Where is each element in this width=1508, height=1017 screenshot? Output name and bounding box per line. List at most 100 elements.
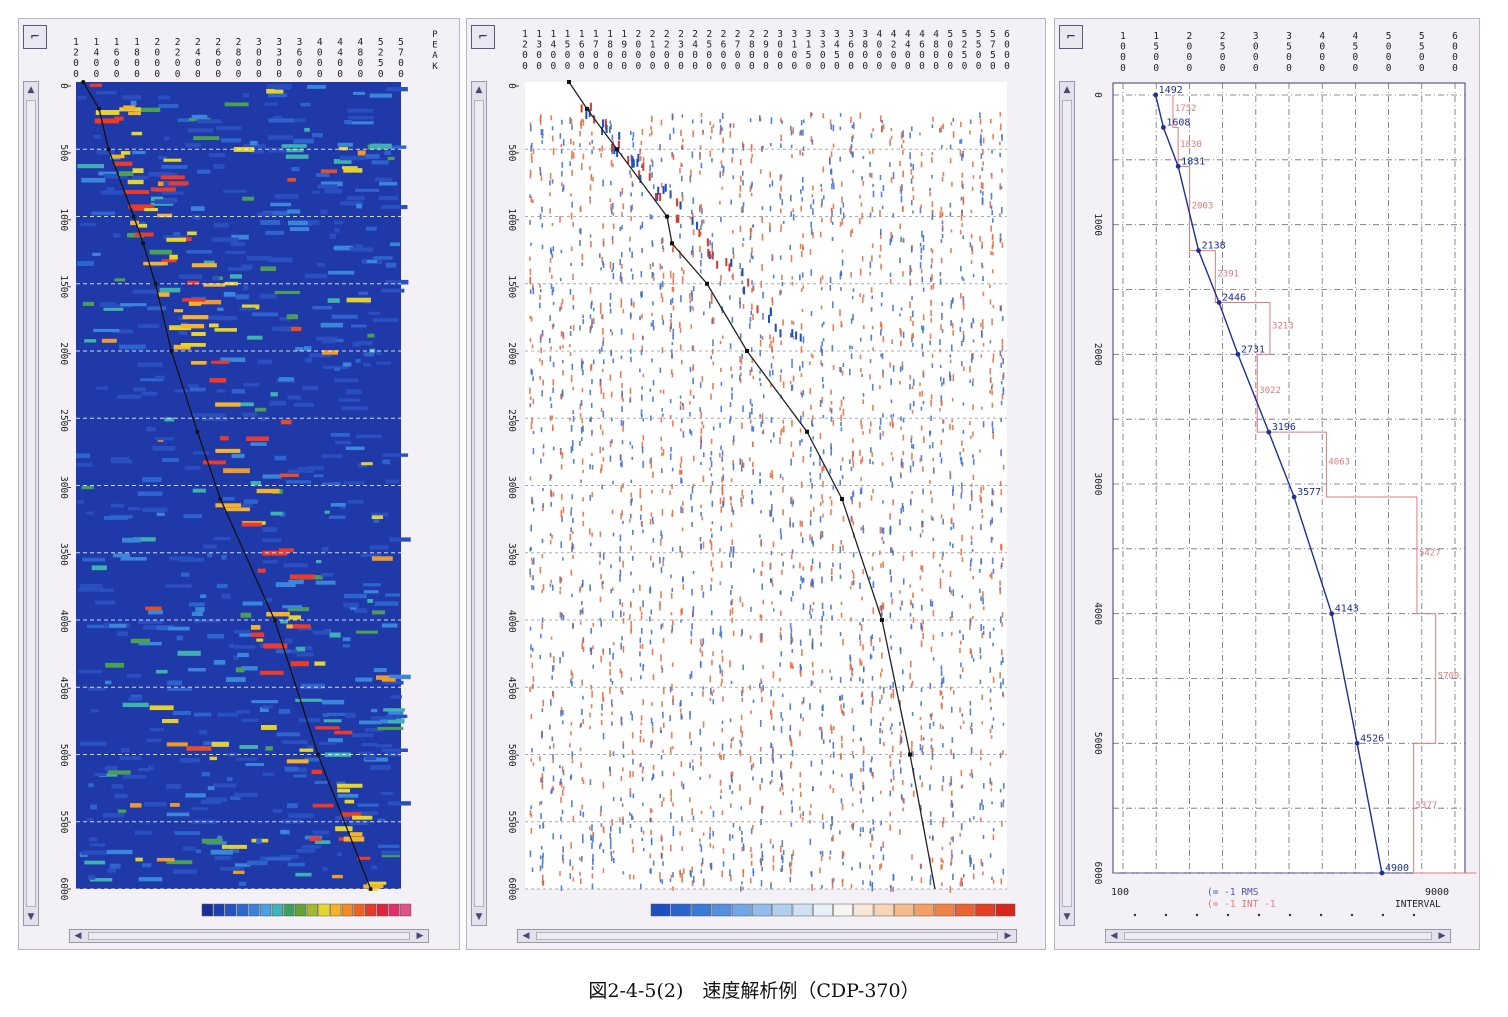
trace-sample [919, 261, 922, 269]
triangle-down-icon[interactable]: ▼ [475, 912, 483, 922]
trace-sample [562, 139, 565, 146]
trace-sample [662, 556, 665, 561]
trace-sample [850, 884, 853, 889]
svg-text:5: 5 [990, 29, 996, 40]
trace-sample [549, 583, 552, 587]
scroll-thumb[interactable] [536, 932, 998, 940]
horizontal-scrollbar[interactable]: ◀ ▶ [517, 929, 1017, 943]
trace-sample [832, 143, 835, 148]
trace-sample [971, 245, 973, 251]
window-corner-icon[interactable]: ⌐ [471, 25, 495, 49]
vertical-scrollbar[interactable]: ▲ ▼ [471, 81, 487, 926]
vertical-scrollbar[interactable]: ▲ ▼ [1059, 81, 1075, 926]
trace-sample [689, 401, 691, 405]
trace-sample [680, 130, 682, 137]
semblance-cell [88, 783, 94, 788]
trace-sample [661, 853, 663, 858]
rms-velocity-label: 4900 [1385, 863, 1409, 874]
trace-sample [761, 206, 764, 211]
trace-sample [559, 576, 561, 583]
velocity-pick [131, 214, 136, 219]
triangle-left-icon[interactable]: ◀ [522, 931, 530, 941]
trace-sample [602, 179, 604, 187]
trace-sample [741, 141, 744, 148]
triangle-right-icon[interactable]: ▶ [416, 931, 424, 941]
semblance-cell [371, 515, 384, 520]
trace-sample [562, 786, 565, 790]
trace-sample [590, 173, 593, 177]
triangle-up-icon[interactable]: ▲ [475, 85, 483, 95]
trace-sample [730, 199, 732, 205]
trace-sample [641, 314, 643, 319]
horizontal-scrollbar[interactable]: ◀ ▶ [1105, 929, 1451, 943]
trace-sample [840, 601, 843, 605]
svg-text:1: 1 [134, 37, 140, 48]
trace-sample [570, 138, 572, 145]
semblance-peak [89, 83, 102, 88]
interval-velocity-label: 5709 [1438, 672, 1460, 682]
trace-sample [699, 269, 702, 274]
vertical-scrollbar[interactable]: ▲ ▼ [23, 81, 39, 926]
window-corner-icon[interactable]: ⌐ [1059, 25, 1083, 49]
triangle-left-icon[interactable]: ◀ [74, 931, 82, 941]
trace-sample [990, 572, 993, 580]
trace-sample [829, 119, 832, 125]
scroll-thumb[interactable] [1062, 100, 1072, 907]
trace-sample [709, 697, 712, 702]
trace-sample [761, 264, 763, 271]
time-tick-label: 4000 [1092, 602, 1103, 625]
semblance-cell [172, 869, 198, 874]
trace-sample [880, 846, 882, 852]
trace-sample [700, 427, 703, 435]
trace-sample [969, 854, 971, 859]
trace-sample [712, 845, 715, 849]
trace-sample [630, 192, 632, 197]
scroll-thumb[interactable] [26, 100, 36, 907]
triangle-down-icon[interactable]: ▼ [1063, 912, 1071, 922]
semblance-cell [262, 210, 289, 216]
triangle-down-icon[interactable]: ▼ [27, 912, 35, 922]
triangle-right-icon[interactable]: ▶ [1004, 931, 1012, 941]
trace-sample [870, 635, 872, 642]
triangle-right-icon[interactable]: ▶ [1438, 931, 1446, 941]
semblance-cell [357, 150, 366, 156]
horizontal-scrollbar[interactable]: ◀ ▶ [69, 929, 429, 943]
trace-sample [920, 735, 923, 741]
scroll-thumb[interactable] [474, 100, 484, 907]
trace-sample [902, 271, 904, 277]
trace-sample [961, 361, 963, 367]
trace-sample [700, 810, 703, 814]
trace-sample [821, 759, 823, 765]
semblance-cell [355, 188, 380, 192]
trace-sample [582, 319, 585, 325]
semblance-cell [272, 809, 283, 813]
footer-dot [1257, 913, 1261, 917]
trace-sample [592, 858, 594, 865]
triangle-up-icon[interactable]: ▲ [1063, 85, 1071, 95]
trace-sample [581, 253, 584, 261]
semblance-peak [94, 118, 120, 124]
trace-sample [990, 385, 993, 390]
semblance-cell [371, 160, 389, 165]
triangle-up-icon[interactable]: ▲ [27, 85, 35, 95]
trace-sample [752, 776, 754, 781]
scroll-thumb[interactable] [1124, 932, 1432, 940]
trace-sample [699, 245, 701, 253]
trace-sample [811, 419, 813, 426]
trace-sample [709, 687, 712, 695]
trace-sample [602, 849, 605, 853]
trace-sample [601, 484, 603, 490]
rms-velocity-pick [1291, 494, 1297, 500]
scroll-thumb[interactable] [88, 932, 410, 940]
semblance-cell [173, 232, 181, 236]
triangle-left-icon[interactable]: ◀ [1110, 931, 1118, 941]
gather-event [795, 331, 798, 340]
trace-sample [750, 367, 753, 373]
trace-sample [760, 880, 763, 887]
trace-sample [621, 225, 623, 230]
semblance-cell [163, 235, 188, 239]
trace-sample [702, 219, 705, 224]
window-corner-icon[interactable]: ⌐ [23, 25, 47, 49]
trace-sample [931, 747, 934, 755]
